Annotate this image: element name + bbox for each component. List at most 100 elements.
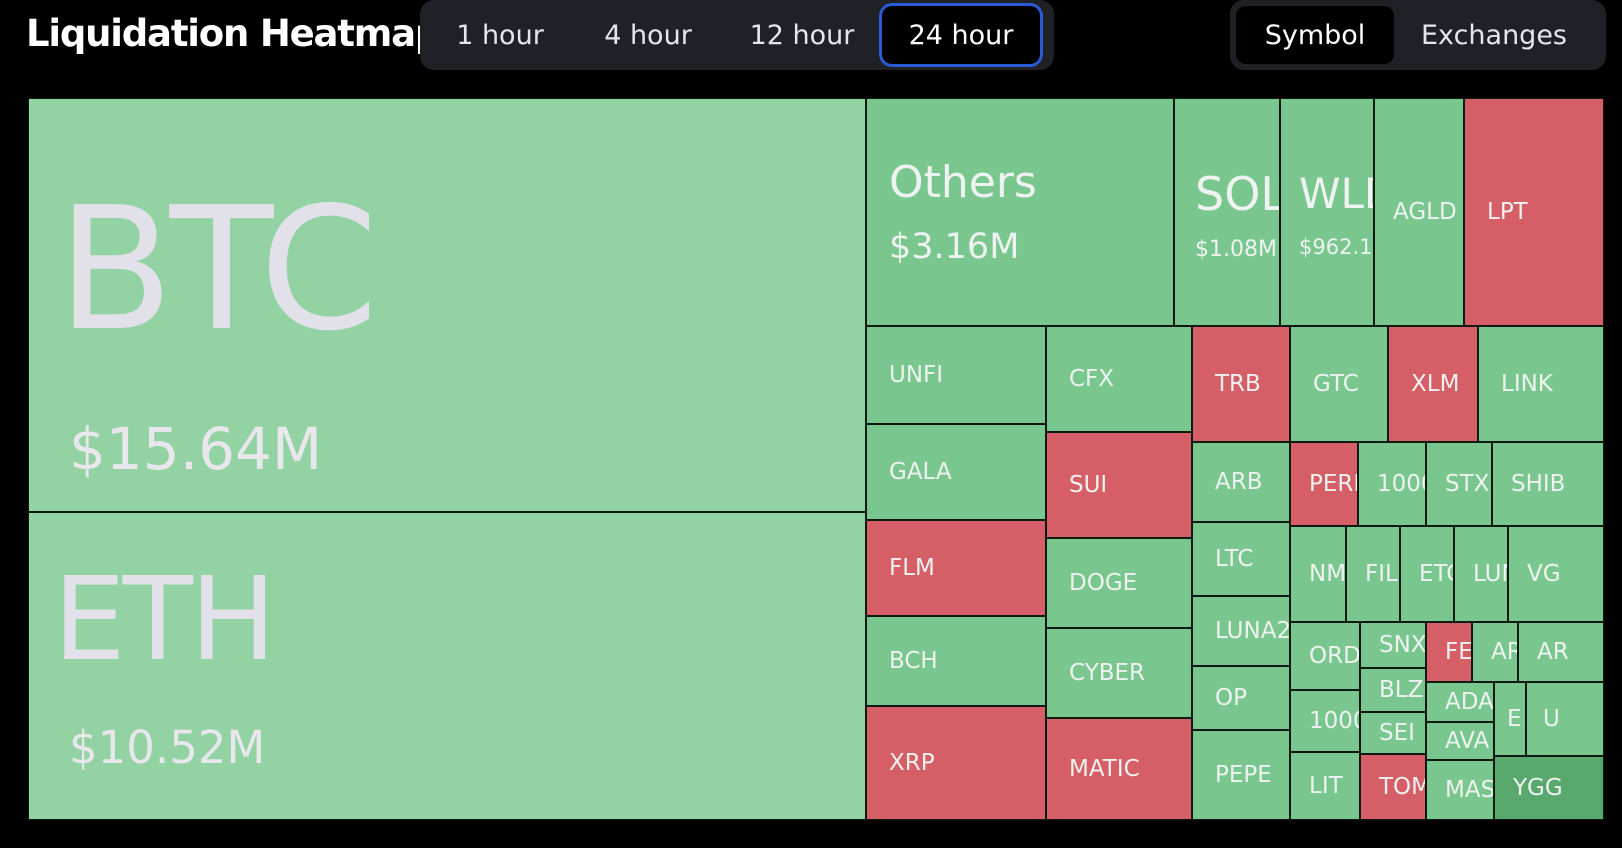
tile-symbol: VG [1527, 561, 1561, 587]
tile-mas[interactable]: MAS [1426, 760, 1494, 820]
tile-ord[interactable]: ORD [1290, 622, 1360, 690]
tile-symbol: GALA [889, 459, 952, 485]
tile-ltc[interactable]: LTC [1192, 522, 1290, 596]
tile-symbol: ADA [1445, 689, 1494, 715]
time-range-selector: 1 hour 4 hour 12 hour 24 hour [420, 0, 1054, 70]
tile-symbol: NM [1309, 561, 1346, 587]
tile-e[interactable]: E [1494, 682, 1526, 756]
tile-symbol: AGLD [1393, 199, 1457, 225]
tile-ar-2[interactable]: AR [1518, 622, 1604, 682]
tile-perp[interactable]: PERP [1290, 442, 1358, 526]
tile-wld[interactable]: WLD $962.14 [1280, 98, 1374, 326]
tile-gtc[interactable]: GTC [1290, 326, 1388, 442]
tile-unfi[interactable]: UNFI [866, 326, 1046, 424]
tab-symbol[interactable]: Symbol [1236, 6, 1394, 64]
tile-cfx[interactable]: CFX [1046, 326, 1192, 432]
liquidation-treemap: BTC $15.64M ETH $10.52M Others $3.16M SO… [28, 98, 1604, 820]
tile-value: $962.14 [1299, 235, 1373, 259]
tile-doge[interactable]: DOGE [1046, 538, 1192, 628]
tile-symbol: Others [889, 157, 1037, 208]
tile-symbol: SUI [1069, 472, 1108, 498]
tile-btc[interactable]: BTC $15.64M [28, 98, 866, 512]
tile-bch[interactable]: BCH [866, 616, 1046, 706]
tile-symbol: AVA [1445, 728, 1490, 754]
tile-symbol: ORD [1309, 643, 1360, 669]
tile-symbol: BLZ [1379, 677, 1424, 703]
tile-symbol: TOM [1379, 774, 1426, 800]
tab-24-hour[interactable]: 24 hour [882, 6, 1040, 64]
tile-etc[interactable]: ETC [1400, 526, 1454, 622]
tile-vg[interactable]: VG [1508, 526, 1604, 622]
tile-nm[interactable]: NM [1290, 526, 1346, 622]
tile-xlm[interactable]: XLM [1388, 326, 1478, 442]
tile-symbol: LINK [1501, 371, 1553, 397]
tile-ygg[interactable]: YGG [1494, 756, 1604, 820]
tile-symbol: LUNA2 [1215, 618, 1290, 644]
tile-pepe[interactable]: PEPE [1192, 730, 1290, 820]
tile-symbol: DOGE [1069, 570, 1138, 596]
tab-1-hour[interactable]: 1 hour [456, 19, 544, 51]
tab-12-hour[interactable]: 12 hour [749, 19, 855, 51]
tile-cyber[interactable]: CYBER [1046, 628, 1192, 718]
tile-fe[interactable]: FE [1426, 622, 1472, 682]
tab-4-hour[interactable]: 4 hour [604, 19, 692, 51]
tile-others[interactable]: Others $3.16M [866, 98, 1174, 326]
tile-xrp[interactable]: XRP [866, 706, 1046, 820]
tile-sui[interactable]: SUI [1046, 432, 1192, 538]
tile-lun[interactable]: LUN [1454, 526, 1508, 622]
tile-symbol: E [1507, 706, 1522, 732]
tile-symbol: SOL [1195, 167, 1280, 221]
tile-symbol: SEI [1379, 720, 1415, 746]
tile-trb[interactable]: TRB [1192, 326, 1290, 442]
tile-symbol: OP [1215, 685, 1247, 711]
tile-symbol: LUN [1473, 561, 1507, 587]
tile-gala[interactable]: GALA [866, 424, 1046, 520]
tile-symbol: AR [1491, 639, 1517, 665]
tile-lpt[interactable]: LPT [1464, 98, 1604, 326]
tile-symbol: XRP [889, 750, 935, 776]
tile-agld[interactable]: AGLD [1374, 98, 1464, 326]
tile-symbol: SNX [1379, 632, 1426, 658]
tile-symbol: CYBER [1069, 660, 1145, 686]
tile-link[interactable]: LINK [1478, 326, 1604, 442]
tile-blz[interactable]: BLZ [1360, 668, 1426, 712]
page-title: Liquidation Heatmap [26, 12, 441, 55]
tile-ada[interactable]: ADA [1426, 682, 1494, 722]
tile-symbol: 1000 [1377, 471, 1425, 497]
tile-symbol: TRB [1215, 371, 1261, 397]
tile-symbol: WLD [1299, 169, 1373, 218]
tile-flm[interactable]: FLM [866, 520, 1046, 616]
tile-1000a[interactable]: 1000 [1358, 442, 1426, 526]
tile-symbol: BTC [57, 171, 378, 369]
tile-eth[interactable]: ETH $10.52M [28, 512, 866, 820]
tile-symbol: 1000 [1309, 708, 1359, 734]
tile-value: $1.08M [1195, 237, 1277, 262]
tile-u[interactable]: U [1526, 682, 1604, 756]
tile-symbol: GTC [1313, 371, 1359, 397]
tile-symbol: PERP [1309, 471, 1357, 497]
tile-sei[interactable]: SEI [1360, 712, 1426, 754]
tile-ar-1[interactable]: AR [1472, 622, 1518, 682]
tile-arb[interactable]: ARB [1192, 442, 1290, 522]
tile-sol[interactable]: SOL $1.08M [1174, 98, 1280, 326]
tile-shib[interactable]: SHIB [1492, 442, 1604, 526]
tile-1000b[interactable]: 1000 [1290, 690, 1360, 752]
tile-symbol: STX [1445, 471, 1490, 497]
tile-symbol: SHIB [1511, 471, 1566, 497]
tab-exchanges[interactable]: Exchanges [1421, 19, 1567, 51]
tile-symbol: LTC [1215, 546, 1254, 572]
tile-snx[interactable]: SNX [1360, 622, 1426, 668]
tile-ava[interactable]: AVA [1426, 722, 1494, 760]
tile-symbol: MAS [1445, 777, 1494, 803]
tile-tom[interactable]: TOM [1360, 754, 1426, 820]
tile-stx[interactable]: STX [1426, 442, 1492, 526]
tile-matic[interactable]: MATIC [1046, 718, 1192, 820]
tile-fil[interactable]: FIL [1346, 526, 1400, 622]
tile-lit[interactable]: LIT [1290, 752, 1360, 820]
tile-symbol: ETH [53, 553, 276, 687]
tile-symbol: AR [1537, 639, 1569, 665]
tile-symbol: U [1543, 706, 1560, 732]
tile-symbol: ETC [1419, 561, 1453, 587]
tile-op[interactable]: OP [1192, 666, 1290, 730]
tile-luna2[interactable]: LUNA2 [1192, 596, 1290, 666]
